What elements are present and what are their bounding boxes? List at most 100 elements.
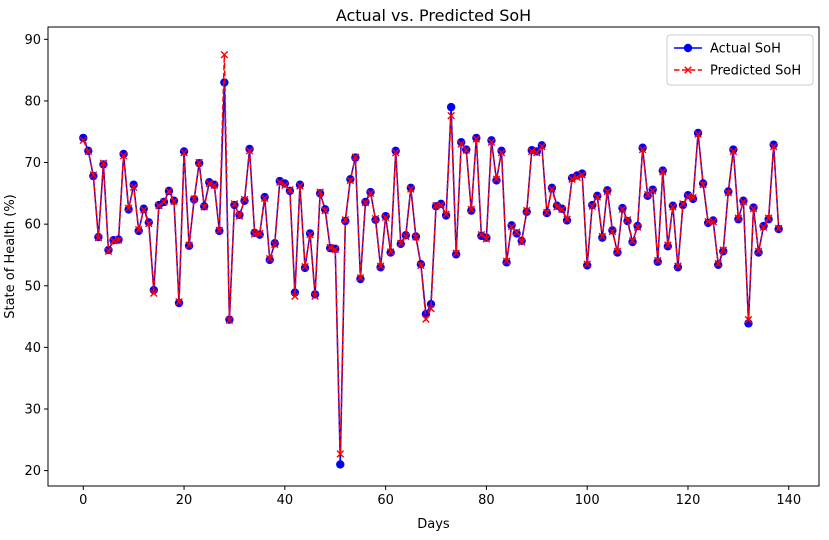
predicted-soh-point (623, 216, 632, 224)
predicted-soh-point (150, 289, 158, 297)
predicted-soh-point (386, 248, 395, 256)
actual-soh-point (734, 215, 743, 224)
actual-soh-point (179, 147, 189, 156)
legend-marker (683, 43, 693, 53)
predicted-soh-point (286, 185, 294, 194)
x-tick-label: 0 (79, 493, 87, 508)
actual-soh-point (693, 128, 703, 138)
predicted-soh-point (593, 193, 602, 201)
predicted-soh-point (679, 200, 687, 208)
actual-soh-point (89, 171, 98, 181)
actual-soh-point (754, 248, 763, 257)
actual-soh-point (739, 196, 748, 205)
predicted-soh-point (376, 262, 385, 270)
predicted-soh-point (407, 185, 415, 193)
actual-soh-point (391, 146, 400, 156)
predicted-soh-point (482, 235, 491, 243)
y-tick-label: 40 (24, 341, 41, 356)
actual-soh-point (124, 205, 133, 214)
actual-soh-point (336, 460, 345, 469)
predicted-soh-point (230, 200, 239, 208)
predicted-soh-point (558, 205, 566, 214)
predicted-soh-point (240, 195, 249, 204)
predicted-soh-point (371, 214, 380, 223)
predicted-soh-point (658, 167, 667, 176)
predicted-soh-point (144, 219, 153, 228)
plot-area (47, 26, 820, 487)
legend-label: Actual SoH (710, 42, 781, 57)
predicted-soh-point (472, 135, 481, 143)
predicted-soh-point (754, 247, 763, 256)
actual-soh-point (134, 226, 143, 236)
actual-soh-line (82, 82, 780, 465)
predicted-soh-point (401, 232, 410, 241)
actual-soh-point (673, 263, 683, 272)
predicted-soh-point (220, 50, 229, 59)
actual-soh-point (406, 183, 416, 193)
predicted-soh-point (412, 233, 420, 241)
predicted-soh-point (79, 136, 88, 145)
actual-soh-point (265, 255, 274, 265)
predicted-soh-point (170, 197, 178, 206)
predicted-soh-point (134, 225, 143, 234)
y-tick-label: 80 (24, 94, 41, 109)
y-axis-label: State of Health (%) (3, 194, 18, 319)
predicted-soh-point (603, 187, 612, 196)
actual-soh-point (376, 263, 385, 272)
predicted-soh-point (396, 239, 405, 248)
predicted-soh-point (467, 205, 476, 214)
actual-soh-point (497, 146, 506, 156)
actual-soh-point (129, 180, 138, 189)
actual-soh-point (401, 231, 410, 240)
predicted-soh-point (598, 232, 607, 241)
predicted-soh-point (774, 224, 783, 233)
predicted-soh-point (351, 153, 360, 161)
actual-soh-point (472, 133, 481, 143)
actual-soh-point (502, 258, 511, 267)
predicted-soh-point (114, 236, 123, 244)
actual-soh-point (623, 216, 632, 226)
predicted-soh-point (694, 130, 702, 138)
actual-soh-point (245, 144, 254, 154)
actual-soh-point (769, 140, 778, 149)
actual-soh-point (688, 194, 698, 204)
actual-soh-point (547, 183, 557, 193)
predicted-soh-point (301, 262, 309, 271)
x-tick-label: 20 (176, 493, 193, 508)
actual-soh-point (457, 138, 466, 147)
predicted-soh-point (311, 292, 319, 301)
actual-soh-point (487, 136, 496, 145)
predicted-soh-point (628, 236, 637, 245)
predicted-soh-point (578, 171, 586, 179)
predicted-soh-point (265, 254, 274, 263)
predicted-soh-point (613, 247, 622, 256)
predicted-soh-point (633, 223, 642, 232)
predicted-soh-point (764, 214, 773, 222)
actual-soh-point (356, 274, 365, 284)
predicted-soh-point (533, 148, 541, 157)
predicted-soh-point (276, 178, 284, 187)
actual-soh-point (613, 248, 622, 257)
predicted-soh-point (563, 215, 571, 224)
predicted-soh-point (729, 147, 738, 156)
predicted-soh-point (341, 216, 350, 224)
predicted-soh-point (296, 182, 304, 190)
y-tick-label: 20 (24, 464, 41, 479)
predicted-soh-point (653, 256, 662, 265)
predicted-soh-point (291, 292, 299, 301)
legend-marker (684, 66, 692, 74)
predicted-soh-point (235, 212, 244, 220)
predicted-soh-point (522, 206, 531, 215)
predicted-soh-point (336, 450, 345, 458)
predicted-soh-point (709, 217, 717, 226)
actual-soh-point (638, 143, 647, 152)
actual-soh-point (729, 145, 738, 154)
legend: Actual SoH Predicted SoH (666, 34, 814, 86)
predicted-soh-point (119, 151, 128, 160)
predicted-soh-point (160, 198, 168, 206)
predicted-soh-point (437, 201, 445, 209)
axis-ticks: 0 20 40 60 80 100 120 140 20 30 40 50 60 70 80 90 (24, 33, 801, 508)
predicted-soh-point (190, 195, 198, 203)
predicted-soh-point (714, 259, 723, 268)
predicted-soh-point (210, 181, 219, 190)
